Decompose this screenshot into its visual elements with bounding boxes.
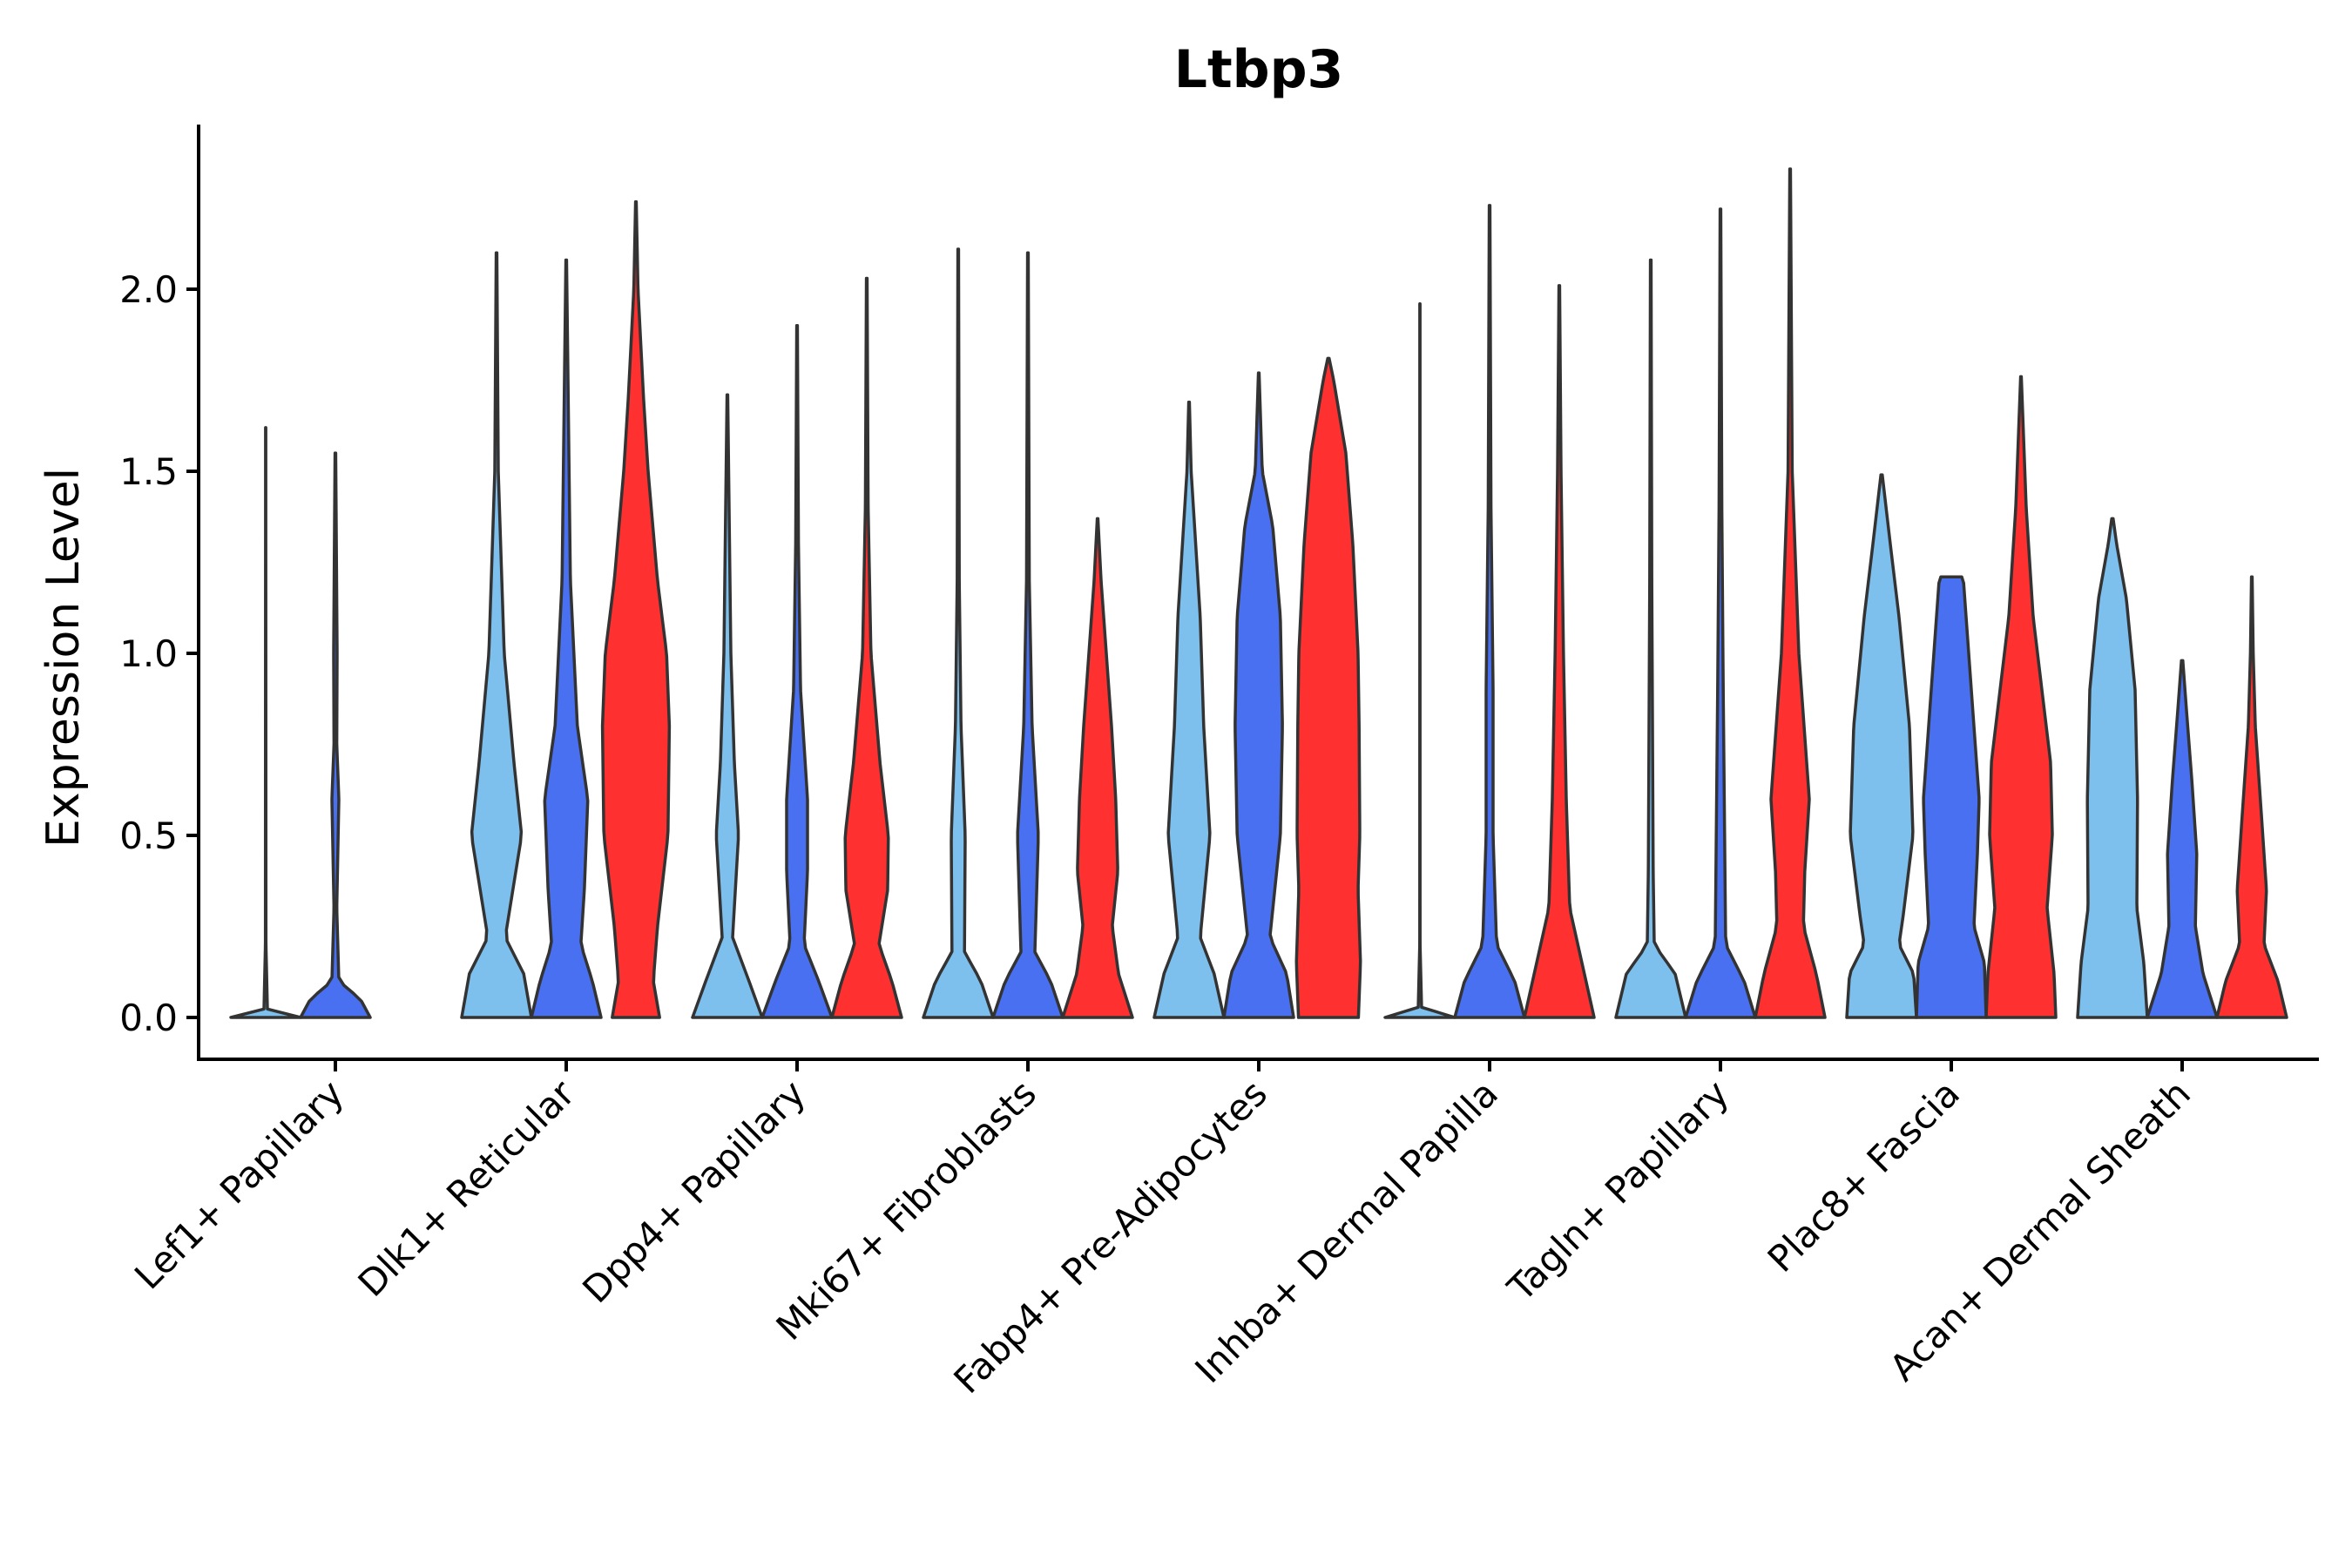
violins [229, 167, 2288, 1019]
violin-group-3 [1294, 356, 1362, 1019]
violin-group-2 [2146, 659, 2219, 1019]
violin-group-2 [299, 451, 372, 1019]
y-tick-label: 2.0 [119, 268, 178, 311]
violin-group-1 [2076, 517, 2149, 1019]
y-tick-label: 0.0 [119, 997, 178, 1039]
x-tick-label: Tagln+ Papillary [1499, 1071, 1737, 1309]
violin-group-3 [1754, 167, 1827, 1019]
violin-group-1 [460, 251, 533, 1019]
violin-group-3 [1523, 284, 1596, 1019]
violin-group-3 [830, 276, 903, 1019]
violin-group-3 [600, 199, 672, 1019]
violin-group-3 [1984, 375, 2058, 1019]
x-tick-label: Plac8+ Fascia [1760, 1071, 1968, 1280]
violin-group-2 [1453, 204, 1526, 1019]
violin-group-1 [922, 247, 995, 1019]
violin-group-2 [1915, 575, 1988, 1019]
violin-group-2 [1222, 371, 1295, 1019]
violin-group-1 [229, 426, 302, 1019]
violin-group-2 [1684, 207, 1757, 1019]
violin-group-2 [991, 251, 1064, 1019]
y-tick-label: 0.5 [119, 814, 178, 857]
x-tick-label: Dlk1+ Reticular [350, 1071, 584, 1305]
y-axis-label: Expression Level [37, 468, 90, 848]
y-tick-label: 1.5 [119, 450, 178, 493]
violin-group-1 [1614, 258, 1687, 1019]
x-tick-label: Dpp4+ Papillary [574, 1071, 814, 1311]
x-tick-label: Mki67+ Fibroblasts [768, 1071, 1044, 1348]
violin-group-1 [1383, 301, 1456, 1019]
violin-group-3 [1061, 517, 1134, 1019]
violin-group-1 [1152, 400, 1226, 1019]
chart-title: Ltbp3 [1174, 39, 1344, 100]
violin-group-3 [2215, 575, 2288, 1019]
violin-group-2 [760, 324, 834, 1019]
y-tick-label: 1.0 [119, 632, 178, 675]
y-ticks: 0.0 0.5 1.0 1.5 2.0 [119, 268, 199, 1039]
violin-group-1 [691, 393, 764, 1019]
violin-group-1 [1845, 473, 1918, 1019]
x-tick-label: Lef1+ Papillary [126, 1071, 352, 1297]
violin-group-2 [530, 258, 603, 1019]
